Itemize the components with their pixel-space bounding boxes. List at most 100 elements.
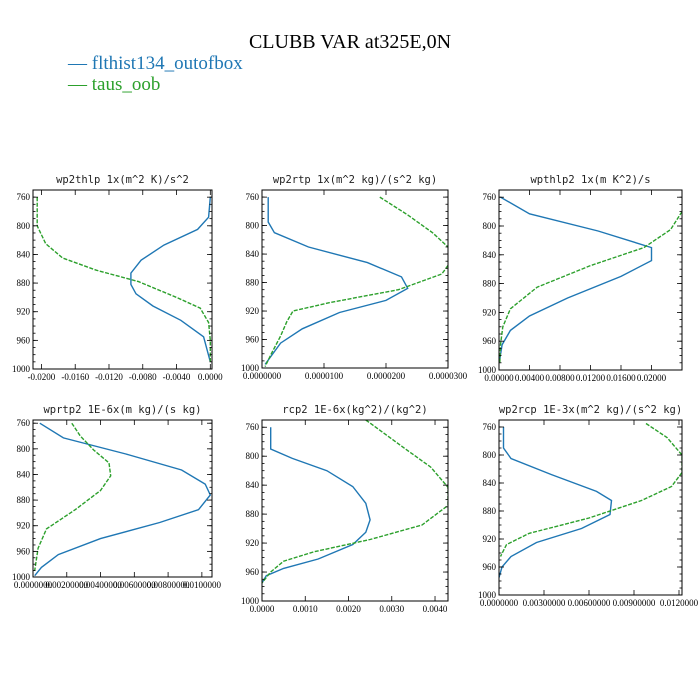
y-tick-label: 760 xyxy=(17,418,31,428)
x-tick-label: 0.01200 xyxy=(576,373,606,383)
panel-title: wp2rtp 1x(m^2 kg)/(s^2 kg) xyxy=(273,174,437,186)
y-tick-label: 920 xyxy=(17,521,31,531)
series-line-taus-oob xyxy=(499,211,682,363)
x-tick-label: 0.02000 xyxy=(637,373,667,383)
plot-frame xyxy=(498,419,683,596)
panel-1: wp2thlp 1x(m^2 K)/s^2 760 800 840 880 920 960 1… xyxy=(12,174,223,382)
x-tick-label: 0.0000300 xyxy=(429,371,468,381)
series-line-flthist134 xyxy=(262,427,371,584)
panel-5: rcp2 1E-6x(kg^2)/(kg^2) 760 800 840 880 920 96… xyxy=(241,404,449,614)
x-tick-label: 0.00000 xyxy=(484,373,514,383)
x-tick-label: 0.0120000 xyxy=(660,598,699,608)
y-tick-label: 920 xyxy=(246,538,260,548)
y-tick-label: 1000 xyxy=(241,363,260,373)
series-line-taus-oob xyxy=(499,422,682,557)
y-tick-label: 920 xyxy=(246,306,260,316)
x-tick-label: 0.0000200 xyxy=(367,371,406,381)
panel-6: wp2rcp 1E-3x(m^2 kg)/(s^2 kg)760 800 840 88… xyxy=(478,404,699,608)
y-tick-label: 960 xyxy=(17,546,31,556)
series-line-flthist134 xyxy=(130,197,211,362)
panel-4: wprtp2 1E-6x(m kg)/(s kg) 760 800 840 880 920… xyxy=(12,404,221,590)
y-tick-label: 880 xyxy=(246,278,260,288)
legend-entry-1: — flthist134_outofbox xyxy=(67,53,243,74)
y-tick-label: 840 xyxy=(17,469,31,479)
y-tick-label: 1000 xyxy=(241,596,260,606)
x-tick-label: 0.00400000 xyxy=(79,580,122,590)
series-line-flthist134 xyxy=(499,196,653,360)
plot-frame xyxy=(261,419,449,602)
y-tick-label: 960 xyxy=(246,335,260,345)
series-line-taus-oob xyxy=(262,420,448,584)
y-tick-label: 1000 xyxy=(12,364,31,374)
y-tick-label: 840 xyxy=(483,250,497,260)
y-tick-label: 920 xyxy=(17,307,31,317)
y-tick-label: 920 xyxy=(483,307,497,317)
y-tick-label: 960 xyxy=(17,335,31,345)
x-tick-label: 0.0000 xyxy=(250,604,275,614)
x-tick-label: 0.00600000 xyxy=(568,598,611,608)
series-line-flthist134 xyxy=(499,427,613,578)
figure-title: CLUBB VAR at325E,0N xyxy=(249,31,451,53)
y-tick-label: 1000 xyxy=(12,572,31,582)
plot-frame xyxy=(32,419,213,578)
y-tick-label: 960 xyxy=(483,562,497,572)
x-tick-label: 0.0010 xyxy=(293,604,318,614)
x-tick-label: -0.0200 xyxy=(28,372,56,382)
panel-title: wp2rcp 1E-3x(m^2 kg)/(s^2 kg) xyxy=(499,404,682,416)
x-tick-label: 0.00800000 xyxy=(147,580,190,590)
y-tick-label: 880 xyxy=(17,278,31,288)
legend-entry-2: — taus_oob xyxy=(67,74,160,95)
x-tick-label: 0.0040 xyxy=(423,604,448,614)
y-tick-label: 920 xyxy=(483,534,497,544)
y-tick-label: 880 xyxy=(483,506,497,516)
series-line-flthist134 xyxy=(264,197,409,365)
series-line-taus-oob xyxy=(36,197,212,362)
y-tick-label: 1000 xyxy=(478,590,497,600)
y-tick-label: 800 xyxy=(17,221,31,231)
plot-frame xyxy=(32,189,213,370)
x-tick-label: 0.00600000 xyxy=(113,580,156,590)
y-tick-label: 800 xyxy=(246,221,260,231)
y-tick-label: 1000 xyxy=(478,365,497,375)
x-tick-label: 0.00300000 xyxy=(523,598,566,608)
y-tick-label: 840 xyxy=(483,478,497,488)
y-tick-label: 840 xyxy=(246,480,260,490)
panel-2: wp2rtp 1x(m^2 kg)/(s^2 kg) 760 800 840 880 92… xyxy=(241,174,468,381)
x-tick-label: 0.0000 xyxy=(198,372,223,382)
x-tick-label: 0.0000000 xyxy=(243,371,282,381)
panel-title: wpthlp2 1x(m K^2)/s xyxy=(530,174,650,186)
x-tick-label: 0.00400 xyxy=(515,373,545,383)
x-tick-label: 0.0000000 xyxy=(14,580,53,590)
x-tick-label: 0.0000100 xyxy=(305,371,344,381)
y-tick-label: 880 xyxy=(246,509,260,519)
plot-frame xyxy=(498,189,683,371)
y-tick-label: 760 xyxy=(246,422,260,432)
x-tick-label: -0.0080 xyxy=(129,372,157,382)
y-tick-label: 760 xyxy=(483,422,497,432)
x-tick-label: 0.0100000 xyxy=(183,580,222,590)
x-tick-label: 0.0030 xyxy=(379,604,404,614)
series-line-taus-oob xyxy=(264,196,448,367)
panels: wp2thlp 1x(m^2 K)/s^2 760 800 840 880 920 960 1… xyxy=(12,174,699,614)
y-tick-label: 800 xyxy=(483,450,497,460)
panel-3: wpthlp2 1x(m K^2)/s 760 800 840 880 920 960 100… xyxy=(478,174,683,383)
y-tick-label: 800 xyxy=(17,444,31,454)
y-tick-label: 760 xyxy=(483,192,497,202)
x-tick-label: 0.0020 xyxy=(336,604,361,614)
series-line-flthist134 xyxy=(34,422,212,577)
y-tick-label: 960 xyxy=(483,336,497,346)
y-tick-label: 840 xyxy=(246,249,260,259)
x-tick-label: 0.0000000 xyxy=(480,598,519,608)
y-tick-label: 960 xyxy=(246,567,260,577)
x-tick-label: 0.00200000 xyxy=(45,580,88,590)
series-line-taus-oob xyxy=(34,422,112,571)
panel-title: wp2thlp 1x(m^2 K)/s^2 xyxy=(56,174,189,186)
x-tick-label: 0.00900000 xyxy=(613,598,656,608)
x-tick-label: -0.0120 xyxy=(95,372,123,382)
x-tick-label: -0.0040 xyxy=(163,372,191,382)
y-tick-label: 760 xyxy=(246,192,260,202)
y-tick-label: 880 xyxy=(17,495,31,505)
y-tick-label: 800 xyxy=(246,451,260,461)
y-tick-label: 880 xyxy=(483,279,497,289)
